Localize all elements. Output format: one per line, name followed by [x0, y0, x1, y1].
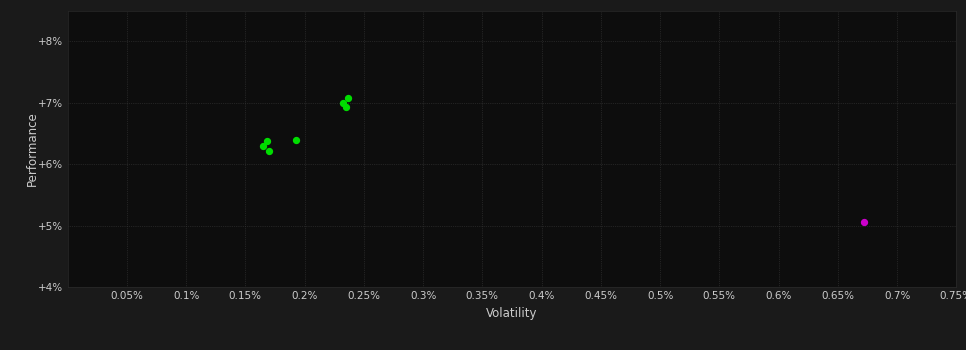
Point	[338, 104, 354, 110]
Point	[341, 95, 356, 100]
Point	[259, 138, 274, 144]
X-axis label: Volatility: Volatility	[486, 307, 538, 320]
Point	[856, 220, 871, 225]
Point	[335, 100, 351, 105]
Point	[262, 148, 277, 153]
Point	[289, 137, 304, 142]
Point	[255, 143, 270, 148]
Y-axis label: Performance: Performance	[26, 111, 40, 186]
